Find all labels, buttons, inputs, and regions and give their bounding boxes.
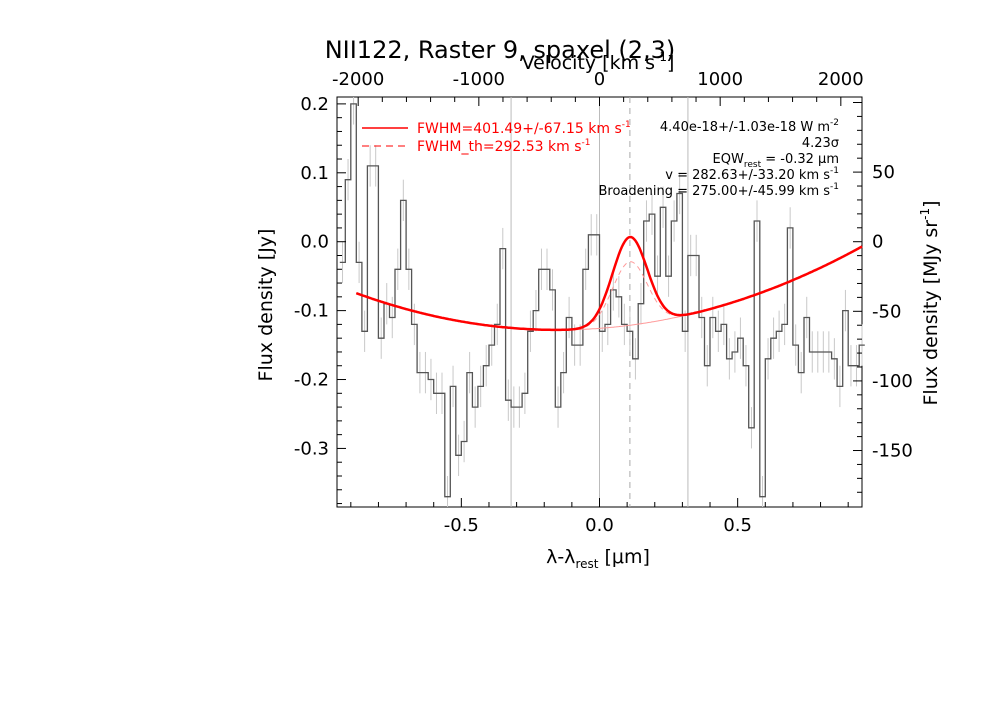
legend: FWHM=401.49+/-67.15 km s-1 FWHM_th=292.5… bbox=[362, 120, 631, 155]
y-tick-label: 0.2 bbox=[300, 94, 329, 115]
y-tick-label: 0.0 bbox=[300, 232, 329, 253]
right-axis-label: Flux density [MJy sr-1] bbox=[918, 200, 942, 405]
y-tick-label: -0.1 bbox=[294, 301, 329, 322]
annotation-eqw: EQWrest = -0.32 μm bbox=[713, 152, 839, 170]
annotation-velocity: v = 282.63+/-33.20 km s-1 bbox=[665, 166, 839, 183]
annotation-flux: 4.40e-18+/-1.03e-18 W m-2 bbox=[660, 118, 839, 135]
right-tick-label: 50 bbox=[872, 162, 895, 183]
x-tick-label: 0.0 bbox=[585, 515, 614, 536]
right-tick-label: -100 bbox=[872, 371, 913, 392]
fit-annotations: 4.40e-18+/-1.03e-18 W m-2 4.23σ EQWrest … bbox=[598, 118, 839, 199]
chart-title: NII122, Raster 9, spaxel (2,3) bbox=[325, 36, 676, 64]
right-tick-label: 0 bbox=[872, 232, 883, 253]
fit-line bbox=[355, 235, 863, 332]
annotation-broadening: Broadening = 275.00+/-45.99 km s-1 bbox=[598, 182, 839, 199]
y-tick-label: -0.3 bbox=[294, 438, 329, 459]
axis-ticks: -0.5 0.0 0.5 -0.3 -0.2 -0.1 0.0 0.1 0.2-2000 -100… bbox=[294, 69, 913, 536]
top-tick-label: 0 bbox=[594, 69, 605, 90]
top-tick-label: -1000 bbox=[453, 69, 505, 90]
x-tick-label: -0.5 bbox=[444, 515, 479, 536]
annotation-snr: 4.23σ bbox=[802, 136, 839, 151]
top-tick-label: -2000 bbox=[332, 69, 384, 90]
top-tick-label: 2000 bbox=[818, 69, 864, 90]
x-tick-label: 0.5 bbox=[723, 515, 752, 536]
top-tick-label: 1000 bbox=[697, 69, 743, 90]
right-tick-label: -50 bbox=[872, 301, 901, 322]
right-tick-label: -150 bbox=[872, 441, 913, 462]
x-axis-label: λ-λrest [μm] bbox=[546, 546, 650, 571]
top-axis-label: Velocity [km s-1] bbox=[522, 50, 675, 74]
fit-series bbox=[355, 235, 863, 332]
legend-fwhm: FWHM=401.49+/-67.15 km s-1 bbox=[417, 120, 631, 137]
y-tick-label: -0.2 bbox=[294, 370, 329, 391]
legend-fwhm-th: FWHM_th=292.53 km s-1 bbox=[417, 138, 591, 155]
y-tick-label: 0.1 bbox=[300, 163, 329, 184]
y-axis-label: Flux density [Jy] bbox=[255, 229, 277, 382]
